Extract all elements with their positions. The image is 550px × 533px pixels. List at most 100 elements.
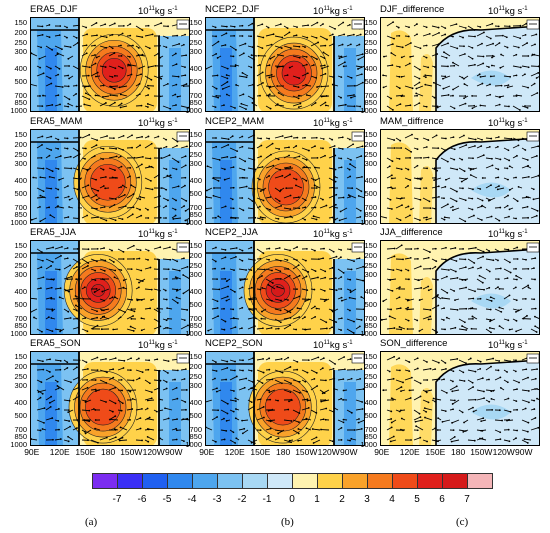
wind-vector-head [382, 389, 385, 392]
wind-vector [283, 155, 290, 159]
wind-vector-head [317, 356, 320, 359]
wind-vector-head [415, 87, 418, 90]
wind-vector-head [159, 325, 162, 328]
wind-vector-head [260, 137, 262, 140]
wind-vector-head [224, 205, 227, 208]
wind-vector-head [499, 95, 501, 98]
wind-vector-head [231, 198, 234, 201]
wind-vector-head [527, 175, 530, 178]
pressure-level-label: 150 [189, 351, 202, 361]
wind-vector [274, 197, 280, 202]
pressure-level-label: 200 [14, 251, 27, 261]
wind-vector-head [69, 46, 72, 49]
wind-vector [431, 43, 439, 47]
wind-vector [494, 157, 501, 160]
contour-level [268, 168, 304, 206]
pressure-level-label: 500 [364, 410, 377, 420]
wind-vector-head [536, 368, 538, 371]
wind-vector-head [497, 176, 500, 179]
wind-vector-head [517, 139, 520, 142]
wind-vector-head [94, 419, 97, 421]
wind-vector [265, 298, 273, 302]
wind-vector-head [58, 268, 61, 271]
wind-vector [238, 43, 246, 47]
wind-vector [211, 157, 220, 161]
wind-vector-head [95, 288, 98, 290]
wind-vector-head [31, 218, 33, 221]
wind-vector-head [150, 288, 153, 291]
wind-vector-head [516, 408, 519, 411]
wind-vector [54, 255, 62, 260]
wind-vector [162, 154, 170, 159]
wind-vector-head [474, 63, 476, 66]
wind-vector-head [295, 34, 298, 37]
wind-vector-head [252, 316, 255, 319]
wind-vector-head [57, 168, 60, 170]
wind-vector-head [184, 74, 187, 77]
wind-vector-head [101, 278, 104, 280]
wind-vector [404, 214, 411, 219]
wind-vector-head [218, 288, 221, 291]
wind-vector-head [488, 400, 491, 403]
wind-vector [120, 426, 128, 431]
wind-vector [301, 147, 310, 152]
wind-vector [476, 63, 484, 67]
wind-vector [413, 197, 421, 201]
wind-vector-head [323, 300, 326, 303]
wind-vector-head [51, 330, 54, 333]
wind-vector-head [453, 290, 456, 292]
wind-vector-head [446, 291, 449, 294]
wind-vector-head [390, 418, 393, 420]
wind-vector-head [433, 167, 436, 170]
wind-vector-head [472, 266, 474, 269]
wind-vector-head [297, 106, 300, 108]
wind-vector [130, 184, 137, 189]
wind-vector-head [33, 316, 35, 319]
wind-vector-head [279, 23, 282, 26]
wind-vector-head [226, 360, 229, 363]
wind-vector-head [399, 197, 402, 200]
wind-vector [415, 419, 424, 423]
wind-vector [247, 357, 254, 361]
wind-vector [404, 134, 413, 139]
wind-vector-head [167, 25, 169, 28]
wind-vector [120, 105, 128, 108]
wind-vector-head [497, 259, 499, 262]
wind-vector [319, 155, 326, 159]
wind-vector [494, 419, 503, 421]
wind-vector [277, 104, 285, 107]
wind-vector [256, 369, 264, 374]
wind-vector-head [42, 94, 44, 97]
colorbar-box [467, 473, 493, 489]
wind-vector [404, 397, 411, 401]
wind-vector [476, 278, 484, 284]
pressure-level-label: 850 [14, 210, 27, 220]
wind-vector-head [392, 398, 394, 401]
wind-vector-head [122, 367, 125, 369]
wind-vector [337, 356, 345, 361]
wind-vector-head [225, 74, 228, 76]
wind-vector [386, 35, 395, 40]
wind-vector-head [241, 135, 244, 138]
wind-vector-head [303, 166, 306, 168]
colorbar-label: 3 [364, 494, 370, 505]
wind-vector-head [322, 357, 325, 360]
wind-vector-head [399, 307, 402, 310]
wind-vector [431, 157, 438, 160]
wind-vector [72, 387, 79, 391]
wind-vector-head [87, 184, 90, 187]
wind-vector-head [277, 432, 280, 435]
wind-vector [238, 105, 247, 110]
wind-vector-head [66, 147, 69, 150]
wind-vector-head [279, 168, 282, 171]
wind-vector [283, 207, 291, 210]
wind-vector-head [491, 54, 494, 57]
wind-vector-head [94, 390, 97, 393]
wind-vector [102, 316, 110, 320]
wind-vector-head [39, 429, 42, 432]
wind-vector-head [362, 265, 364, 268]
wind-vector-head [537, 426, 539, 429]
wind-vector [220, 144, 229, 149]
wind-vector-head [304, 328, 306, 331]
wind-vector [346, 143, 354, 149]
